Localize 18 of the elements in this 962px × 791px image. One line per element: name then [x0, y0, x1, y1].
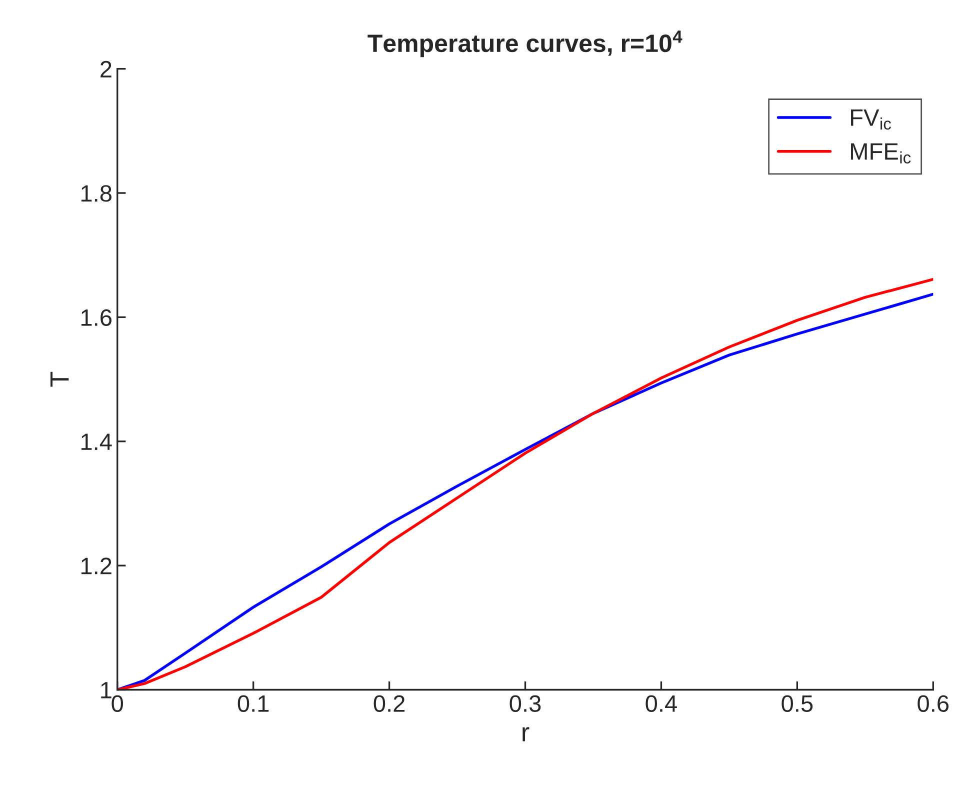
- y-axis-title: T: [50, 372, 69, 387]
- y-tick-label: 2: [100, 60, 112, 78]
- x-tick-label: 0.5: [782, 695, 813, 712]
- x-tick-label: 0.3: [510, 695, 541, 712]
- y-tick-label: 1: [101, 682, 112, 698]
- y-tick-label: 1.4: [81, 434, 112, 450]
- legend-label: FV$_{ic}$: [851, 110, 891, 130]
- y-tick-label: 1.6: [81, 309, 112, 326]
- x-axis-title: r: [522, 727, 530, 742]
- x-tick-label: 0.6: [918, 695, 949, 712]
- y-tick-label: 1.2: [81, 558, 112, 574]
- x-tick-label: 0.4: [646, 695, 677, 712]
- chart-title: Temperature curves, r=10$^{4}$: [368, 30, 682, 58]
- legend-label: MFE$_{ic}$: [851, 143, 911, 164]
- x-tick-label: 0.1: [238, 695, 269, 712]
- y-tick-label: 1.8: [81, 185, 112, 202]
- x-tick-label: 0.2: [374, 695, 405, 712]
- x-tick-label: 0: [112, 695, 124, 712]
